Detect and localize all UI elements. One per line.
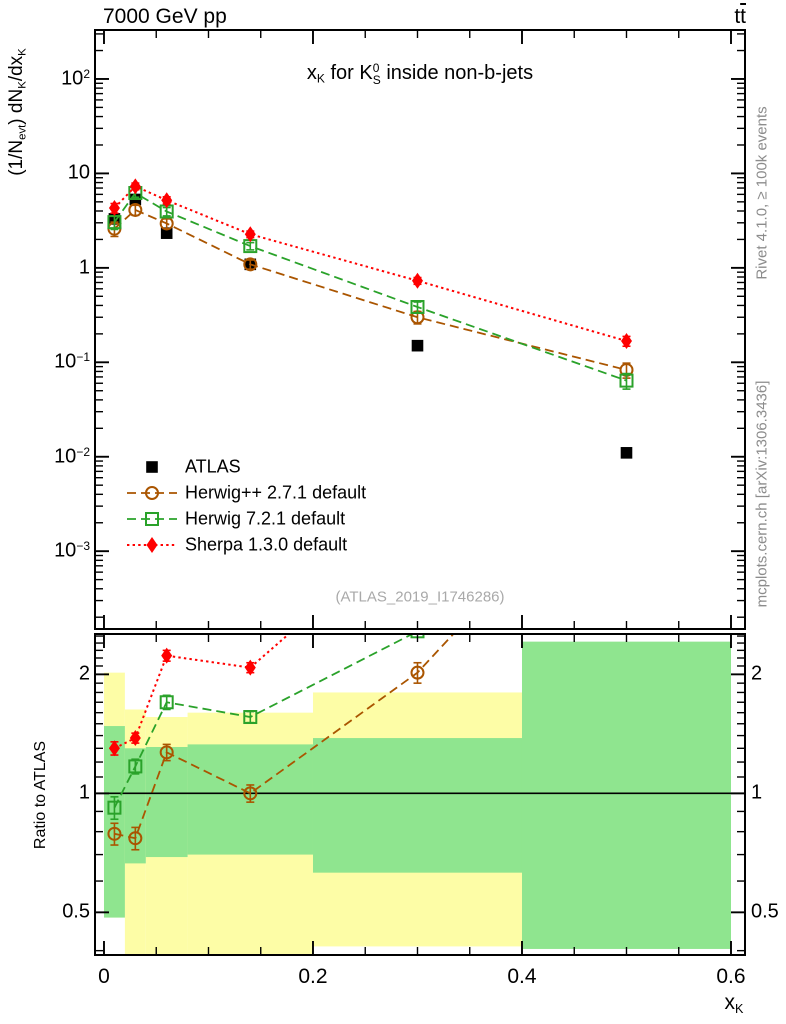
main-series-herwig xyxy=(107,186,634,390)
x-tick-label: 0.4 xyxy=(507,965,537,988)
ratio-series-herwig xyxy=(107,486,632,821)
data-point xyxy=(243,257,258,272)
axis-ticks xyxy=(95,30,745,955)
legend-label-herwigpp: Herwig++ 2.7.1 default xyxy=(185,482,367,503)
ratio-y-tick-label-left: 1 xyxy=(78,781,90,804)
mc-curve xyxy=(113,634,415,809)
data-point xyxy=(244,226,256,243)
band-green-bin5 xyxy=(312,738,522,873)
data-point xyxy=(161,647,173,664)
data-point xyxy=(160,227,173,239)
x-tick-label: 0.2 xyxy=(298,965,328,988)
data-point xyxy=(129,178,141,195)
mc-curve xyxy=(113,208,627,371)
data-point xyxy=(243,786,258,801)
x-tick-label: 0.6 xyxy=(716,965,746,988)
mc-curve xyxy=(113,185,627,342)
legend-glyph-0 xyxy=(146,461,158,473)
data-point xyxy=(410,665,425,680)
data-point xyxy=(411,272,423,289)
main-y-tick-label: 102 xyxy=(61,66,90,90)
data-point xyxy=(107,826,122,841)
mc-curve xyxy=(113,191,627,382)
rivet-version-note: Rivet 4.1.0, ≥ 100k events xyxy=(753,106,771,280)
main-y-tick-label: 10 xyxy=(67,161,90,184)
process-title-ttbar: tt xyxy=(734,5,746,28)
ratio-y-tick-label-right: 2 xyxy=(751,662,763,685)
ratio-y-axis-label: Ratio to ATLAS xyxy=(32,740,49,850)
ratio-y-tick-label-right: 1 xyxy=(751,781,763,804)
data-point xyxy=(107,800,122,815)
mcplots-arxiv-note: mcplots.cern.ch [arXiv:1306.3436] xyxy=(753,380,771,608)
data-point xyxy=(244,659,256,676)
legend-label-sherpa: Sherpa 1.3.0 default xyxy=(185,534,348,555)
data-point xyxy=(107,215,122,230)
analysis-id-watermark: (ATLAS_2019_I1746286) xyxy=(335,588,505,606)
main-y-tick-label: 10−2 xyxy=(54,444,90,468)
data-point xyxy=(411,339,424,352)
main-y-tick-label: 10−3 xyxy=(54,539,90,562)
x-tick-label: 0 xyxy=(98,965,110,988)
ratio-y-tick-label-left: 2 xyxy=(78,662,90,685)
band-green-bin1 xyxy=(103,726,125,918)
data-point xyxy=(159,745,174,760)
data-point xyxy=(243,710,258,725)
data-point xyxy=(128,759,143,774)
data-point xyxy=(128,202,143,217)
legend-glyph-3 xyxy=(127,537,177,553)
data-point xyxy=(620,486,632,498)
data-point xyxy=(412,514,423,530)
x-axis-label: xK xyxy=(724,991,744,1016)
main-series-herwig++ xyxy=(107,202,634,379)
main-y-tick-label: 1 xyxy=(78,256,90,279)
legend-label-atlas: ATLAS xyxy=(185,456,241,477)
legend-marker xyxy=(146,461,158,473)
data-point xyxy=(619,373,634,388)
ratio-uncertainty-bands xyxy=(103,641,731,955)
legend-marker xyxy=(146,537,158,553)
data-point xyxy=(128,831,143,846)
main-series-sherpa xyxy=(108,178,632,350)
data-point xyxy=(410,300,425,315)
ratio-y-tick-label-left: 0.5 xyxy=(62,900,90,923)
main-y-tick-label: 10−1 xyxy=(54,350,90,373)
data-point xyxy=(159,695,174,710)
ratio-y-tick-label-right: 0.5 xyxy=(751,900,779,923)
mc-curve xyxy=(114,634,455,840)
legend-glyph-2 xyxy=(127,512,177,526)
band-green-bin6 xyxy=(521,641,731,949)
legend-marker xyxy=(145,486,159,500)
main-y-axis-label: (1/Nevt) dNK/dxK xyxy=(6,48,29,176)
legend-glyph-1 xyxy=(127,486,177,500)
data-point xyxy=(620,447,633,459)
data-point xyxy=(621,317,632,333)
data-point xyxy=(161,192,173,209)
ratio-series-sherpa xyxy=(108,317,632,757)
main-panel-frame xyxy=(94,29,746,630)
data-point xyxy=(129,730,141,747)
data-point xyxy=(108,200,120,217)
legend-marker xyxy=(145,512,159,526)
ratio-panel-frame xyxy=(94,633,746,956)
legend-label-herwig7: Herwig 7.2.1 default xyxy=(185,508,346,529)
data-point xyxy=(108,740,120,757)
beam-energy-title: 7000 GeV pp xyxy=(103,5,227,28)
data-point xyxy=(620,333,632,350)
band-green-bin3 xyxy=(145,746,188,858)
ratio-series-herwig++ xyxy=(107,634,455,851)
